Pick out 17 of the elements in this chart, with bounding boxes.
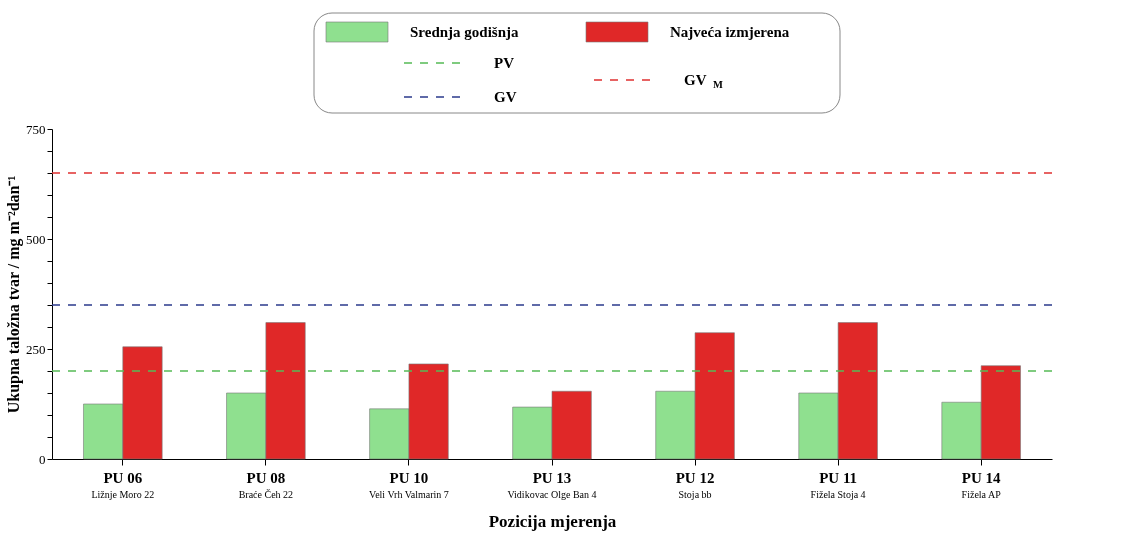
y-tick-label: 0 (39, 451, 46, 467)
x-axis-title: Pozicija mjerenja (488, 512, 617, 531)
category-label: PU 14 Fižela AP (961, 470, 1001, 500)
y-tick-label: 250 (26, 341, 46, 357)
category-label: PU 12 Stoja bb (675, 470, 715, 500)
legend-label: PV (494, 55, 515, 71)
y-axis-title: Ukupna taložna tvar / mg m⁻²dan⁻¹ (5, 175, 23, 414)
legend-label: GV (494, 89, 517, 105)
category-label: PU 08 Braće Čeh 22 (238, 470, 294, 500)
legend-label: Srednja godišnja (410, 24, 519, 40)
category-label: PU 13 Vidikovac Olge Ban 4 (507, 470, 597, 500)
category-label: PU 10 Veli Vrh Valmarin 7 (369, 470, 449, 500)
category-label: PU 06 Ližnje Moro 22 (91, 470, 155, 500)
y-tick-label: 500 (26, 231, 46, 247)
legend-label: Najveća izmjerena (670, 24, 790, 40)
category-label: PU 11 Fižela Stoja 4 (810, 470, 866, 500)
y-tick-label: 750 (26, 121, 46, 137)
